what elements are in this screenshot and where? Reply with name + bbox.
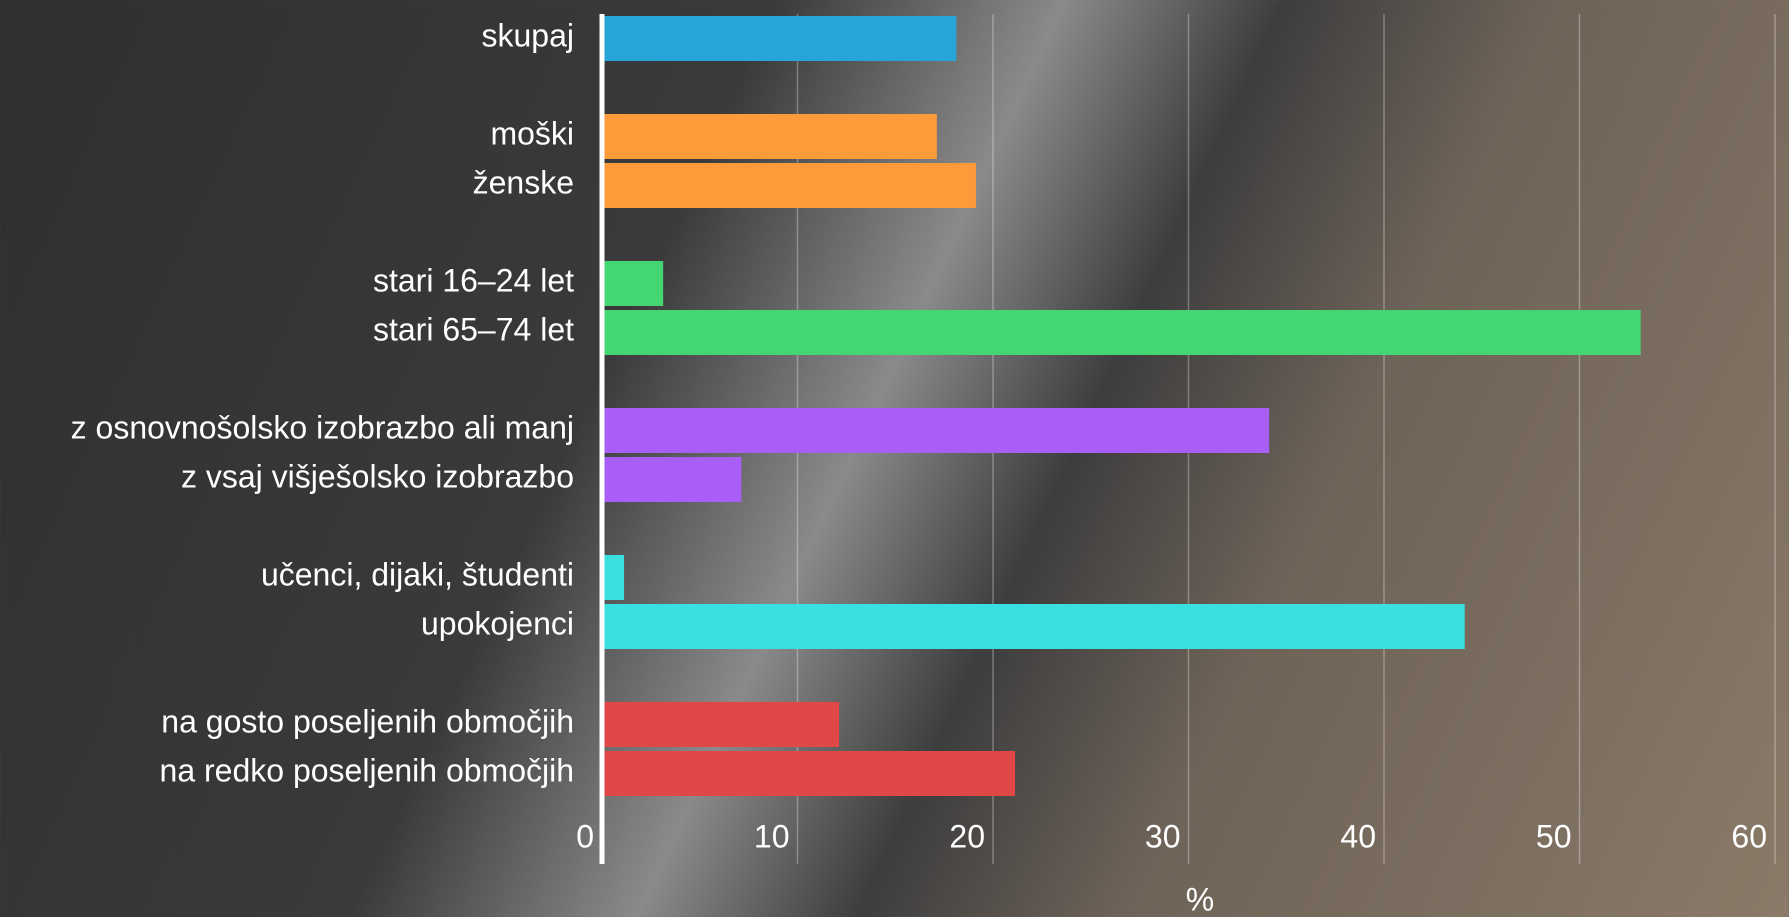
bar — [605, 16, 957, 61]
y-tick-label: učenci, dijaki, študenti — [261, 556, 574, 592]
x-tick-label: 40 — [1340, 818, 1376, 854]
bar — [605, 261, 664, 306]
bar — [605, 163, 976, 208]
y-tick-label: moški — [490, 115, 574, 151]
bar — [605, 310, 1641, 355]
y-tick-label: upokojenci — [421, 605, 574, 641]
y-tick-label: z vsaj višješolsko izobrazbo — [181, 458, 574, 494]
x-tick-label: 60 — [1731, 818, 1767, 854]
bar — [605, 702, 840, 747]
bar — [605, 114, 937, 159]
bar — [605, 408, 1270, 453]
x-tick-label: 0 — [576, 818, 594, 854]
y-tick-label: stari 16–24 let — [373, 262, 574, 298]
y-tick-label: ženske — [473, 164, 574, 200]
y-tick-label: z osnovnošolsko izobrazbo ali manj — [71, 409, 574, 445]
x-tick-label: 30 — [1145, 818, 1181, 854]
y-tick-label: skupaj — [482, 17, 575, 53]
y-tick-label: stari 65–74 let — [373, 311, 574, 347]
x-tick-label: 10 — [754, 818, 790, 854]
bar — [605, 751, 1016, 796]
bar — [605, 555, 625, 600]
bar — [605, 457, 742, 502]
y-tick-label: na redko poseljenih območjih — [160, 752, 574, 788]
x-tick-label: 50 — [1536, 818, 1572, 854]
y-tick-label: na gosto poseljenih območjih — [161, 703, 574, 739]
chart: % 0 10 20 30 40 50 60 skupaj moški ženske stari 16… — [0, 0, 1789, 917]
x-tick-label: 20 — [949, 818, 985, 854]
bar — [605, 604, 1465, 649]
page: % 0 10 20 30 40 50 60 skupaj moški ženske stari 16… — [0, 0, 1789, 917]
x-axis-label: % — [1186, 881, 1214, 917]
